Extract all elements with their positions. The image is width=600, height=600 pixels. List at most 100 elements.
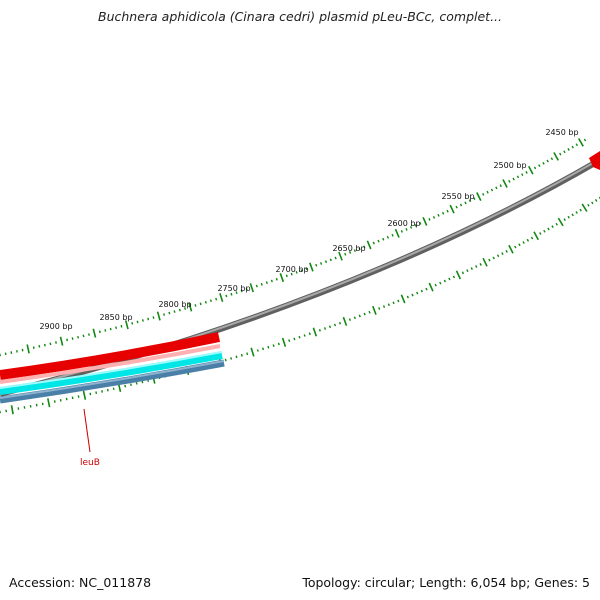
outer-ring-major-tick xyxy=(394,228,400,238)
outer-ring-minor-tick xyxy=(16,350,18,353)
outer-ring-minor-tick xyxy=(508,179,511,183)
gene-arrow-right[interactable] xyxy=(589,151,600,170)
gene-label-leub[interactable]: leuB xyxy=(80,458,100,468)
outer-ring-major-tick xyxy=(249,283,254,293)
inner-ring-minor-tick xyxy=(439,281,442,285)
outer-ring-minor-tick xyxy=(275,277,278,281)
inner-ring-minor-tick xyxy=(224,358,227,362)
inner-ring-minor-tick xyxy=(256,349,259,352)
inner-ring-minor-tick xyxy=(308,332,311,336)
inner-ring-minor-tick xyxy=(240,353,243,357)
inner-ring-minor-tick xyxy=(594,199,598,202)
inner-ring-minor-tick xyxy=(392,301,395,305)
outer-ring-minor-tick xyxy=(344,252,347,256)
outer-ring-minor-tick xyxy=(136,320,139,324)
inner-ring-minor-tick xyxy=(567,215,570,219)
track-cyan-shade xyxy=(0,351,223,389)
outer-ring-minor-tick xyxy=(386,235,390,239)
outer-ring-minor-tick xyxy=(382,237,385,241)
inner-ring-minor-tick xyxy=(461,271,465,275)
outer-ring-major-tick xyxy=(578,138,584,147)
outer-ring-minor-tick xyxy=(495,186,498,190)
outer-ring-minor-tick xyxy=(428,218,431,221)
inner-ring-minor-tick xyxy=(443,279,446,283)
inner-ring-minor-tick xyxy=(272,344,275,347)
outer-ring-minor-tick xyxy=(320,262,323,265)
outer-ring-minor-tick xyxy=(109,327,112,331)
inner-ring-minor-tick xyxy=(452,275,456,279)
inner-ring-minor-tick xyxy=(353,316,356,320)
inner-ring-minor-tick xyxy=(323,327,327,330)
inner-ring-minor-tick xyxy=(479,262,482,266)
outer-ring-major-tick xyxy=(156,311,161,321)
inner-ring-major-tick xyxy=(82,390,87,400)
inner-ring-minor-tick xyxy=(587,203,590,207)
tick-label: 2800 bp xyxy=(158,300,191,309)
inner-ring-minor-tick xyxy=(378,307,381,310)
outer-ring-minor-tick xyxy=(265,281,268,285)
outer-ring-minor-tick xyxy=(163,313,166,316)
outer-ring-minor-tick xyxy=(147,317,150,321)
inner-ring-minor-tick xyxy=(358,314,361,318)
inner-ring-minor-tick xyxy=(387,303,390,307)
outer-ring-minor-tick xyxy=(285,274,288,278)
map-title: Buchnera aphidicola (Cinara cedri) plasm… xyxy=(98,9,502,24)
outer-ring-minor-tick xyxy=(391,233,394,237)
inner-ring-minor-tick xyxy=(303,334,306,337)
inner-ring-minor-tick xyxy=(425,287,428,291)
outer-ring-minor-tick xyxy=(468,199,472,203)
outer-ring-minor-tick xyxy=(482,192,485,196)
outer-ring-major-tick xyxy=(26,344,30,354)
inner-ring-major-tick xyxy=(372,305,377,315)
inner-ring-minor-tick xyxy=(348,318,351,321)
outer-ring-minor-tick xyxy=(230,292,233,296)
outer-ring-minor-tick xyxy=(490,188,494,192)
tick-label: 2600 bp xyxy=(387,219,420,228)
inner-ring-major-tick xyxy=(342,316,348,326)
inner-ring-minor-tick xyxy=(106,388,109,392)
inner-ring-minor-tick xyxy=(547,227,550,231)
outer-ring-major-tick xyxy=(527,165,534,175)
inner-tick-ring xyxy=(0,196,600,415)
outer-ring-minor-tick xyxy=(270,279,273,283)
inner-ring-major-tick xyxy=(250,347,255,357)
inner-ring-minor-tick xyxy=(563,218,566,221)
outer-ring-minor-tick xyxy=(38,345,41,348)
outer-ring-major-tick xyxy=(553,152,559,161)
inner-ring-minor-tick xyxy=(397,299,400,303)
outer-ring-minor-tick xyxy=(571,145,574,149)
inner-ring-minor-tick xyxy=(434,283,437,287)
tick-label: 2750 bp xyxy=(217,284,250,293)
outer-ring-minor-tick xyxy=(459,203,463,207)
inner-ring-minor-tick xyxy=(406,295,409,299)
inner-ring-minor-tick xyxy=(571,213,574,217)
tick-labels: 2450 bp 2500 bp 2550 bp 2600 bp 2650 bp 2700 … xyxy=(39,128,578,331)
outer-ring-minor-tick xyxy=(575,143,579,147)
inner-ring-minor-tick xyxy=(579,208,582,212)
tick-label: 2450 bp xyxy=(545,128,578,137)
inner-ring-major-tick xyxy=(533,231,540,241)
outer-ring-minor-tick xyxy=(533,166,537,170)
outer-ring-minor-tick xyxy=(377,239,380,243)
inner-ring-minor-tick xyxy=(89,392,92,396)
inner-ring-minor-tick xyxy=(5,409,8,413)
outer-ring-minor-tick xyxy=(178,308,181,312)
outer-ring-major-tick xyxy=(366,240,372,250)
outer-ring-minor-tick xyxy=(194,304,197,307)
footer-summary: Topology: circular; Length: 6,054 bp; Ge… xyxy=(302,575,590,590)
inner-ring-minor-tick xyxy=(101,390,103,393)
inner-ring-major-tick xyxy=(508,244,514,254)
gene-leub-bar[interactable] xyxy=(0,332,221,380)
outer-ring-minor-tick xyxy=(363,245,366,249)
inner-ring-minor-tick xyxy=(492,256,495,260)
outer-ring-minor-tick xyxy=(455,205,458,209)
outer-ring-minor-tick xyxy=(77,335,79,339)
inner-ring-minor-tick xyxy=(363,312,366,316)
inner-ring-minor-tick xyxy=(530,236,534,240)
outer-ring-minor-tick xyxy=(473,197,476,201)
inner-ring-minor-tick xyxy=(135,382,138,385)
outer-ring-minor-tick xyxy=(486,190,489,194)
outer-ring-minor-tick xyxy=(120,324,123,328)
outer-ring-major-tick xyxy=(502,179,508,188)
outer-ring-minor-tick xyxy=(446,209,449,213)
